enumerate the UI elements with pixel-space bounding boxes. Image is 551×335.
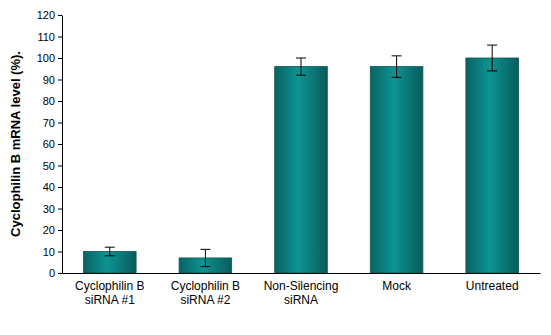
x-tick-label-line: siRNA #1 — [85, 293, 135, 307]
x-tick: Cyclophilin BsiRNA #1 — [75, 273, 144, 307]
error-bar-line — [487, 70, 497, 71]
y-tick-mark — [58, 209, 62, 210]
plot: 0 10 20 30 40 50 60 70 80 90 100 110 120 Cyclophilin … — [37, 9, 541, 307]
y-tick: 0 — [49, 267, 62, 279]
x-tick-label-line: Untreated — [466, 279, 519, 293]
y-tick-mark — [58, 123, 62, 124]
x-tick: Cyclophilin BsiRNA #2 — [171, 273, 240, 307]
error-bar-line — [105, 247, 115, 248]
bar — [370, 67, 423, 273]
bar — [466, 58, 519, 273]
y-tick-label: 50 — [43, 160, 55, 172]
y-tick-label: 90 — [43, 74, 55, 86]
x-tick: Mock — [382, 273, 412, 293]
y-tick-mark — [58, 166, 62, 167]
error-bar — [105, 247, 115, 256]
y-tick-mark — [58, 37, 62, 38]
error-bar-line — [392, 77, 402, 78]
y-tick-label: 20 — [43, 224, 55, 236]
y-tick: 50 — [43, 160, 62, 172]
y-tick-label: 120 — [37, 9, 55, 21]
y-tick-label: 110 — [37, 31, 55, 43]
y-tick-label: 100 — [37, 52, 55, 64]
error-bar-line — [205, 249, 206, 266]
y-tick-mark — [58, 15, 62, 16]
error-bar — [200, 249, 210, 266]
y-tick-mark — [58, 58, 62, 59]
error-bar-line — [109, 247, 110, 256]
y-tick-label: 30 — [43, 203, 55, 215]
y-tick: 110 — [37, 31, 62, 43]
x-tick-label-line: Non-Silencing — [264, 279, 339, 293]
y-tick: 100 — [37, 52, 62, 64]
marks — [84, 45, 519, 273]
error-bar-line — [296, 75, 306, 76]
error-bar-line — [301, 58, 302, 75]
x-axis-line — [63, 273, 541, 274]
y-tick-label: 70 — [43, 117, 55, 129]
y-tick: 30 — [43, 203, 62, 215]
y-tick: 120 — [37, 9, 62, 21]
y-tick: 80 — [43, 95, 62, 107]
y-tick-mark — [58, 230, 62, 231]
y-tick-label: 40 — [43, 181, 55, 193]
error-bar-line — [200, 266, 210, 267]
y-tick: 20 — [43, 224, 62, 236]
error-bar-line — [492, 45, 493, 71]
x-tick-label-line: Mock — [382, 279, 412, 293]
error-bar-line — [296, 58, 306, 59]
y-tick-mark — [58, 273, 62, 274]
error-bar-line — [105, 255, 115, 256]
y-tick-label: 80 — [43, 95, 55, 107]
error-bar-line — [487, 45, 497, 46]
error-bar — [392, 56, 402, 78]
y-tick-mark — [58, 187, 62, 188]
error-bar-line — [392, 55, 402, 56]
y-tick-mark — [58, 80, 62, 81]
x-tick-label: Mock — [382, 279, 412, 293]
x-tick: Non-SilencingsiRNA — [264, 273, 339, 307]
y-tick-mark — [58, 101, 62, 102]
y-axis-line — [62, 16, 63, 274]
chart: 0 10 20 30 40 50 60 70 80 90 100 110 120 Cyclophilin … — [0, 0, 551, 335]
x-axis: Cyclophilin BsiRNA #1Cyclophilin BsiRNA … — [63, 273, 541, 307]
y-axis: 0 10 20 30 40 50 60 70 80 90 100 110 120 — [37, 9, 63, 279]
y-axis-title: Cyclophilin B mRNA level (%). — [8, 51, 23, 237]
y-tick-label: 10 — [43, 246, 55, 258]
x-tick-label-line: Cyclophilin B — [75, 279, 144, 293]
y-tick: 40 — [43, 181, 62, 193]
error-bar — [487, 45, 497, 71]
y-tick: 60 — [43, 138, 62, 150]
error-bar-line — [200, 249, 210, 250]
x-tick: Untreated — [466, 273, 519, 293]
y-tick-label: 0 — [49, 267, 55, 279]
y-tick: 90 — [43, 74, 62, 86]
x-tick-label: Cyclophilin BsiRNA #1 — [75, 279, 144, 307]
x-tick-label-line: siRNA — [284, 293, 318, 307]
error-bar-line — [396, 56, 397, 78]
y-tick: 10 — [43, 246, 62, 258]
x-tick-label-line: siRNA #2 — [180, 293, 230, 307]
y-tick: 70 — [43, 117, 62, 129]
x-tick-label: Cyclophilin BsiRNA #2 — [171, 279, 240, 307]
y-tick-mark — [58, 144, 62, 145]
error-bar — [296, 58, 306, 75]
y-tick-mark — [58, 252, 62, 253]
bar — [275, 67, 328, 273]
y-tick-label: 60 — [43, 138, 55, 150]
x-tick-label: Non-SilencingsiRNA — [264, 279, 339, 307]
x-tick-label: Untreated — [466, 279, 519, 293]
x-tick-label-line: Cyclophilin B — [171, 279, 240, 293]
